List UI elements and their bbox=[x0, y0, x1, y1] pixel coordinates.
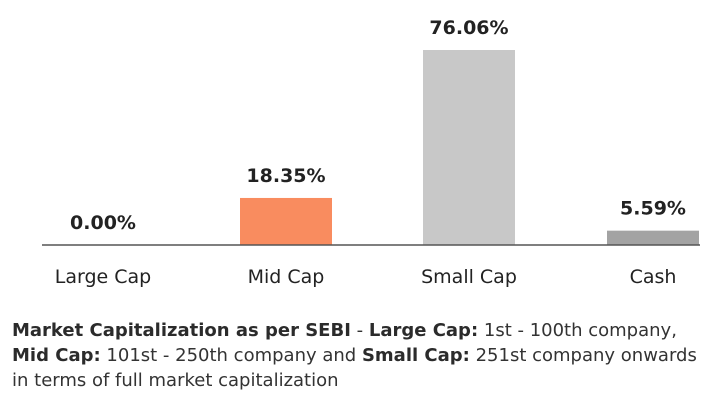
bar-small-cap bbox=[423, 50, 515, 245]
category-label-large-cap: Large Cap bbox=[55, 266, 151, 288]
category-label-small-cap: Small Cap bbox=[421, 266, 517, 288]
bar-mid-cap bbox=[240, 197, 332, 245]
footnote-large-cap-label: Large Cap: bbox=[368, 320, 479, 341]
market-cap-bar-chart: 0.00% 18.35% 76.06% 5.59% Large Cap Mid Cap S… bbox=[42, 17, 700, 288]
data-label-mid-cap: 18.35% bbox=[246, 165, 325, 187]
category-label-cash: Cash bbox=[630, 266, 677, 288]
footnote-small-cap-range: 251st company onwards in terms of full m… bbox=[12, 345, 697, 391]
footnote: Market Capitalization as per SEBI - Larg… bbox=[12, 318, 712, 393]
footnote-title: Market Capitalization as per SEBI bbox=[12, 320, 351, 341]
footnote-mid-cap-range: 101st - 250th company and bbox=[100, 345, 362, 366]
data-labels-group: 0.00% 18.35% 76.06% 5.59% bbox=[70, 17, 686, 234]
footnote-mid-cap-label: Mid Cap: bbox=[12, 345, 101, 366]
footnote-separator: - bbox=[350, 320, 369, 341]
footnote-large-cap-range: 1st - 100th company, bbox=[478, 320, 677, 341]
category-label-mid-cap: Mid Cap bbox=[248, 266, 325, 288]
bar-cash bbox=[607, 230, 699, 245]
data-label-large-cap: 0.00% bbox=[70, 212, 136, 234]
bars-group bbox=[240, 50, 699, 245]
category-labels-group: Large Cap Mid Cap Small Cap Cash bbox=[55, 266, 677, 288]
data-label-small-cap: 76.06% bbox=[429, 17, 508, 39]
footnote-small-cap-label: Small Cap: bbox=[361, 345, 470, 366]
data-label-cash: 5.59% bbox=[620, 198, 686, 220]
